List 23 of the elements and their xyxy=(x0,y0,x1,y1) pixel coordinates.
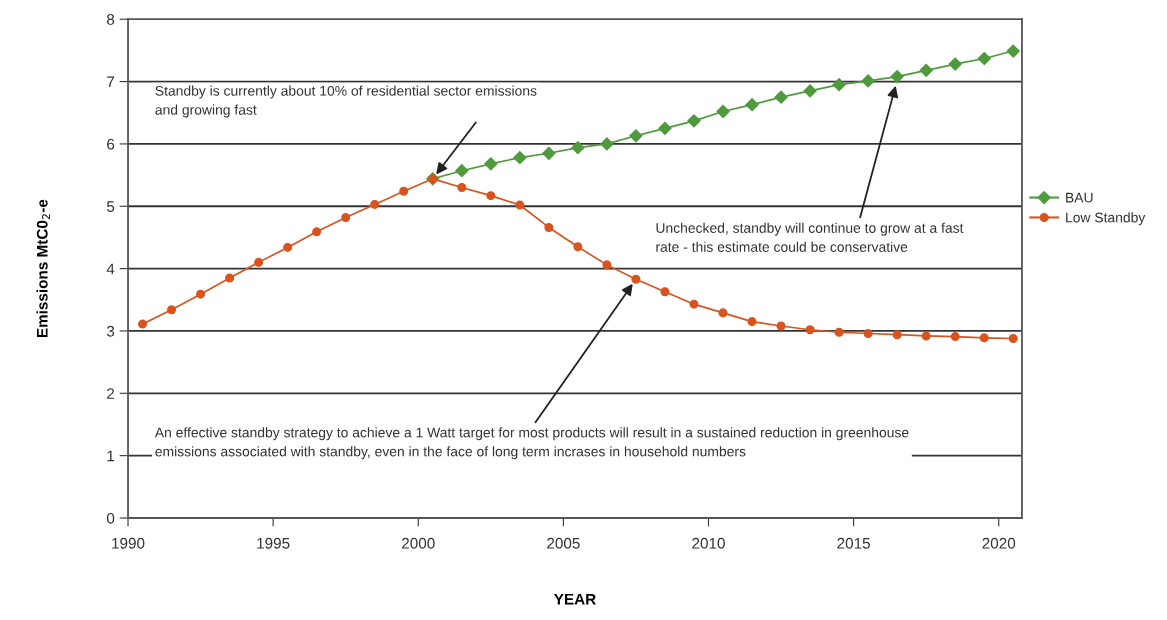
x-tick-label: 2010 xyxy=(692,537,725,549)
x-tick-label: 2020 xyxy=(982,537,1016,549)
y-tick-label: 8 xyxy=(106,14,115,25)
legend-label: Low Standby xyxy=(1066,212,1146,226)
x-tick-label: 1990 xyxy=(112,537,145,549)
x-axis-title: YEAR xyxy=(554,593,596,605)
x-tick-label: 2015 xyxy=(837,537,870,549)
legend-label: BAU xyxy=(1066,192,1093,203)
y-tick-label: 4 xyxy=(106,263,115,275)
annotation: An effective standby strategy to achieve a 1 Watt target for most products will result in a sustained reduction in greenhouse emissions associated with standby, even in the face of long term incrases in household numbers xyxy=(154,427,909,460)
annotation: Standby is currently about 10% of residential sector emissions and growing fast xyxy=(155,85,537,118)
y-tick-label: 2 xyxy=(107,388,115,399)
y-tick-label: 6 xyxy=(107,138,115,150)
y-tick-label: 5 xyxy=(106,201,115,212)
x-tick-label: 1995 xyxy=(257,537,290,549)
y-tick-label: 3 xyxy=(106,325,115,337)
y-tick-label: 0 xyxy=(106,512,115,524)
annotation: Unchecked, standby will continue to grow at a fast rate - this estimate could be conservative xyxy=(656,222,964,252)
y-tick-label: 7 xyxy=(107,76,115,88)
y-tick-label: 1 xyxy=(107,450,115,462)
x-tick-label: 2000 xyxy=(402,537,435,549)
y-axis-title: Emissions MtC0$_{2}$-e xyxy=(36,199,51,338)
x-tick-label: 2005 xyxy=(547,537,580,549)
